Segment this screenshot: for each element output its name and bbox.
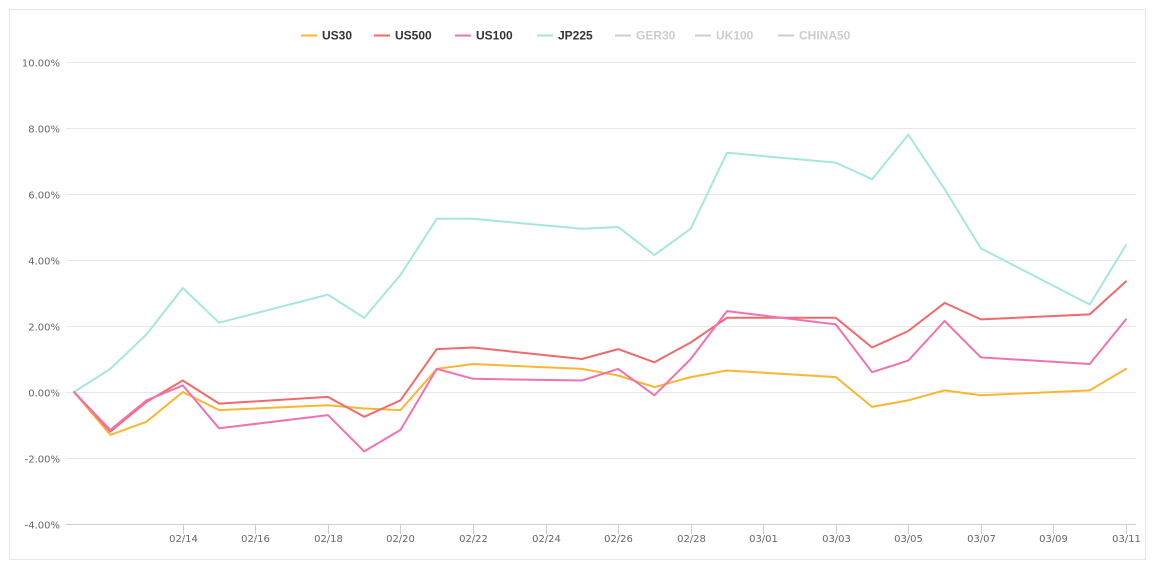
x-tick-label: 03/09 — [1039, 534, 1068, 545]
x-tick-label: 02/24 — [532, 534, 561, 545]
series-line-us100[interactable] — [73, 310, 1127, 453]
legend-label: US30 — [322, 29, 352, 43]
x-tick-label: 03/11 — [1112, 534, 1141, 545]
series-line-jp225[interactable] — [73, 133, 1127, 393]
legend-label: US100 — [476, 29, 513, 43]
legend-label: UK100 — [716, 29, 754, 43]
x-tick-label: 03/03 — [822, 534, 851, 545]
grid-lines — [66, 62, 1136, 525]
x-tick-label: 02/18 — [314, 534, 343, 545]
legend-item-ger30[interactable]: GER30 — [615, 29, 676, 43]
axes: 10.00% 8.00% 6.00% 4.00% 2.00% 0.00% -2.00% -4.… — [22, 59, 1141, 546]
y-tick-label: -4.00% — [25, 521, 60, 532]
x-tick-label: 02/16 — [241, 534, 270, 545]
series-line-us500[interactable] — [73, 280, 1127, 433]
x-tick-label: 02/22 — [459, 534, 488, 545]
x-tick-label: 02/14 — [169, 534, 198, 545]
legend-item-us100[interactable]: US100 — [455, 29, 513, 43]
y-tick-label: 8.00% — [28, 125, 60, 136]
y-tick-label: 10.00% — [22, 59, 60, 70]
x-tick-label: 02/20 — [386, 534, 415, 545]
legend-item-jp225[interactable]: JP225 — [537, 29, 593, 43]
legend: US30 US500 US100 JP225 GER30 UK100 CHINA50 — [301, 29, 851, 43]
legend-label: CHINA50 — [799, 29, 851, 43]
series-line-us30[interactable] — [73, 363, 1127, 436]
legend-label: JP225 — [558, 29, 593, 43]
y-tick-label: 0.00% — [28, 389, 60, 400]
y-tick-label: -2.00% — [25, 455, 60, 466]
y-tick-label: 2.00% — [28, 323, 60, 334]
series-lines — [73, 133, 1127, 453]
x-tick-label: 03/05 — [894, 534, 923, 545]
x-tick-label: 03/07 — [967, 534, 996, 545]
chart-container — [9, 9, 1146, 560]
legend-item-china50[interactable]: CHINA50 — [778, 29, 851, 43]
x-tick-label: 02/28 — [677, 534, 706, 545]
y-tick-label: 6.00% — [28, 191, 60, 202]
legend-label: US500 — [395, 29, 432, 43]
legend-item-uk100[interactable]: UK100 — [695, 29, 754, 43]
legend-item-us30[interactable]: US30 — [301, 29, 352, 43]
x-tick-label: 03/01 — [749, 534, 778, 545]
y-tick-label: 4.00% — [28, 257, 60, 268]
legend-label: GER30 — [636, 29, 676, 43]
x-tick-label: 02/26 — [604, 534, 633, 545]
legend-item-us500[interactable]: US500 — [374, 29, 432, 43]
